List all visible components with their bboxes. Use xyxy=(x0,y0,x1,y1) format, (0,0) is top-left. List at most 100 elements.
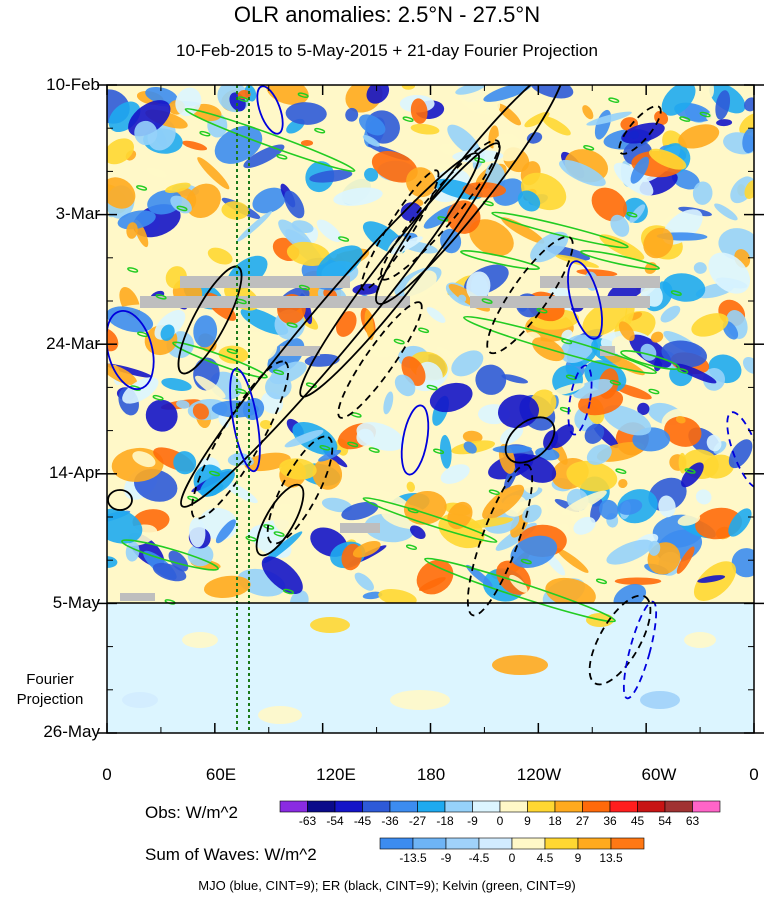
anomaly-patch xyxy=(426,307,446,323)
anomaly-patch xyxy=(613,584,647,603)
kelvin-contour-small xyxy=(368,447,380,453)
obs-colorbar-swatch xyxy=(664,800,693,813)
missing-data-bar xyxy=(600,346,615,356)
missing-data-bar xyxy=(140,296,410,308)
chart-footer: MJO (blue, CINT=9); ER (black, CINT=9); … xyxy=(198,878,576,893)
anomaly-patch xyxy=(492,178,525,206)
anomaly-patch xyxy=(214,125,263,164)
y-tick-label: 14-Apr xyxy=(48,463,100,482)
anomaly-patch xyxy=(708,252,751,294)
anomaly-patch xyxy=(566,460,618,492)
anomaly-patch xyxy=(466,271,491,301)
anomaly-patch xyxy=(440,228,462,254)
anomaly-patch xyxy=(602,405,652,436)
anomaly-patch xyxy=(517,190,541,212)
anomaly-patch xyxy=(675,363,717,384)
x-tick-label: 0 xyxy=(749,765,759,784)
kelvin-contour-small xyxy=(282,588,294,595)
anomaly-patch xyxy=(606,539,653,565)
anomaly-patch xyxy=(221,201,249,220)
er-contour xyxy=(255,483,305,557)
anomaly-patch xyxy=(410,123,440,135)
anomaly-patch xyxy=(556,548,589,573)
anomaly-patch xyxy=(369,489,413,515)
anomaly-patch xyxy=(207,247,233,265)
anomaly-patch xyxy=(591,187,627,222)
anomaly-patch xyxy=(362,135,380,147)
anomaly-patch xyxy=(602,352,645,376)
anomaly-patch xyxy=(676,546,695,574)
anomaly-patch xyxy=(289,590,309,603)
kelvin-contour xyxy=(184,107,356,173)
obs-colorbar-swatch xyxy=(527,800,556,813)
anomaly-patch xyxy=(203,575,251,598)
anomaly-patch xyxy=(714,203,738,221)
anomaly-patch xyxy=(483,85,533,102)
kelvin-contour-small xyxy=(176,205,188,212)
anomaly-patch xyxy=(692,181,713,205)
kelvin-contour-small xyxy=(136,185,148,191)
x-tick-label: 0 xyxy=(102,765,112,784)
anomaly-patch xyxy=(560,334,595,364)
er-contour xyxy=(379,139,501,281)
anomaly-patch xyxy=(107,363,137,386)
anomaly-patch xyxy=(463,441,477,454)
anomaly-patch xyxy=(410,525,426,539)
kelvin-contour-small xyxy=(286,322,298,328)
obs-colorbar-swatch xyxy=(334,800,363,813)
anomaly-patch xyxy=(192,403,209,420)
anomaly-patch xyxy=(152,562,187,582)
obs-colorbar-tick: 0 xyxy=(497,814,504,828)
anomaly-patch xyxy=(418,577,446,591)
obs-colorbar-tick: -54 xyxy=(326,814,344,828)
anomaly-patch xyxy=(364,167,379,182)
anomaly-patch xyxy=(509,574,528,593)
missing-data-bar xyxy=(470,296,650,308)
anomaly-patch xyxy=(695,489,712,505)
x-tick-label: 120W xyxy=(516,765,562,784)
kelvin-contour-small xyxy=(670,290,682,296)
anomaly-patch xyxy=(126,222,138,239)
anomaly-patch xyxy=(236,210,273,243)
anomaly-patch xyxy=(197,157,230,190)
anomaly-patch xyxy=(637,402,650,415)
anomaly-patch xyxy=(269,361,307,385)
projection-patch xyxy=(684,632,716,648)
kelvin-contour xyxy=(121,539,219,571)
kelvin-contour-small xyxy=(199,130,211,137)
anomaly-patch xyxy=(529,85,574,99)
anomaly-patch xyxy=(107,508,143,544)
anomaly-patch xyxy=(599,499,619,520)
anomaly-patch xyxy=(697,575,726,583)
anomaly-patch xyxy=(728,508,752,537)
obs-colorbar-tick: -27 xyxy=(409,814,427,828)
waves-colorbar-tick: -9 xyxy=(441,851,452,865)
anomaly-patch xyxy=(185,183,221,219)
anomaly-patch xyxy=(643,227,674,259)
anomaly-patch xyxy=(522,504,542,523)
anomaly-patch xyxy=(161,378,192,391)
kelvin-contour-small xyxy=(488,489,500,495)
anomaly-patch xyxy=(693,262,707,274)
obs-colorbar-swatch xyxy=(307,800,336,813)
anomaly-patch xyxy=(658,495,676,518)
kelvin-contour-small xyxy=(273,369,285,375)
mjo-contour xyxy=(567,260,603,340)
kelvin-contour-small xyxy=(418,327,430,334)
kelvin-contour-small xyxy=(474,157,486,163)
projection-patch xyxy=(310,617,350,633)
obs-colorbar-tick: 54 xyxy=(658,814,672,828)
anomaly-patch xyxy=(706,434,722,452)
x-tick-label: 60E xyxy=(205,765,237,784)
er-contour xyxy=(504,416,556,464)
anomaly-patch xyxy=(134,120,158,146)
anomaly-patch xyxy=(400,202,422,222)
anomaly-patch xyxy=(164,182,191,193)
fourier-projection-label: Fourier Projection xyxy=(0,670,100,710)
anomaly-patch xyxy=(168,550,189,572)
kelvin-contour-small xyxy=(305,382,317,388)
kelvin-contour-small xyxy=(297,92,309,98)
anomaly-patch xyxy=(629,204,646,223)
kelvin-contour-small xyxy=(559,406,571,413)
kelvin-contour-small xyxy=(338,236,350,242)
